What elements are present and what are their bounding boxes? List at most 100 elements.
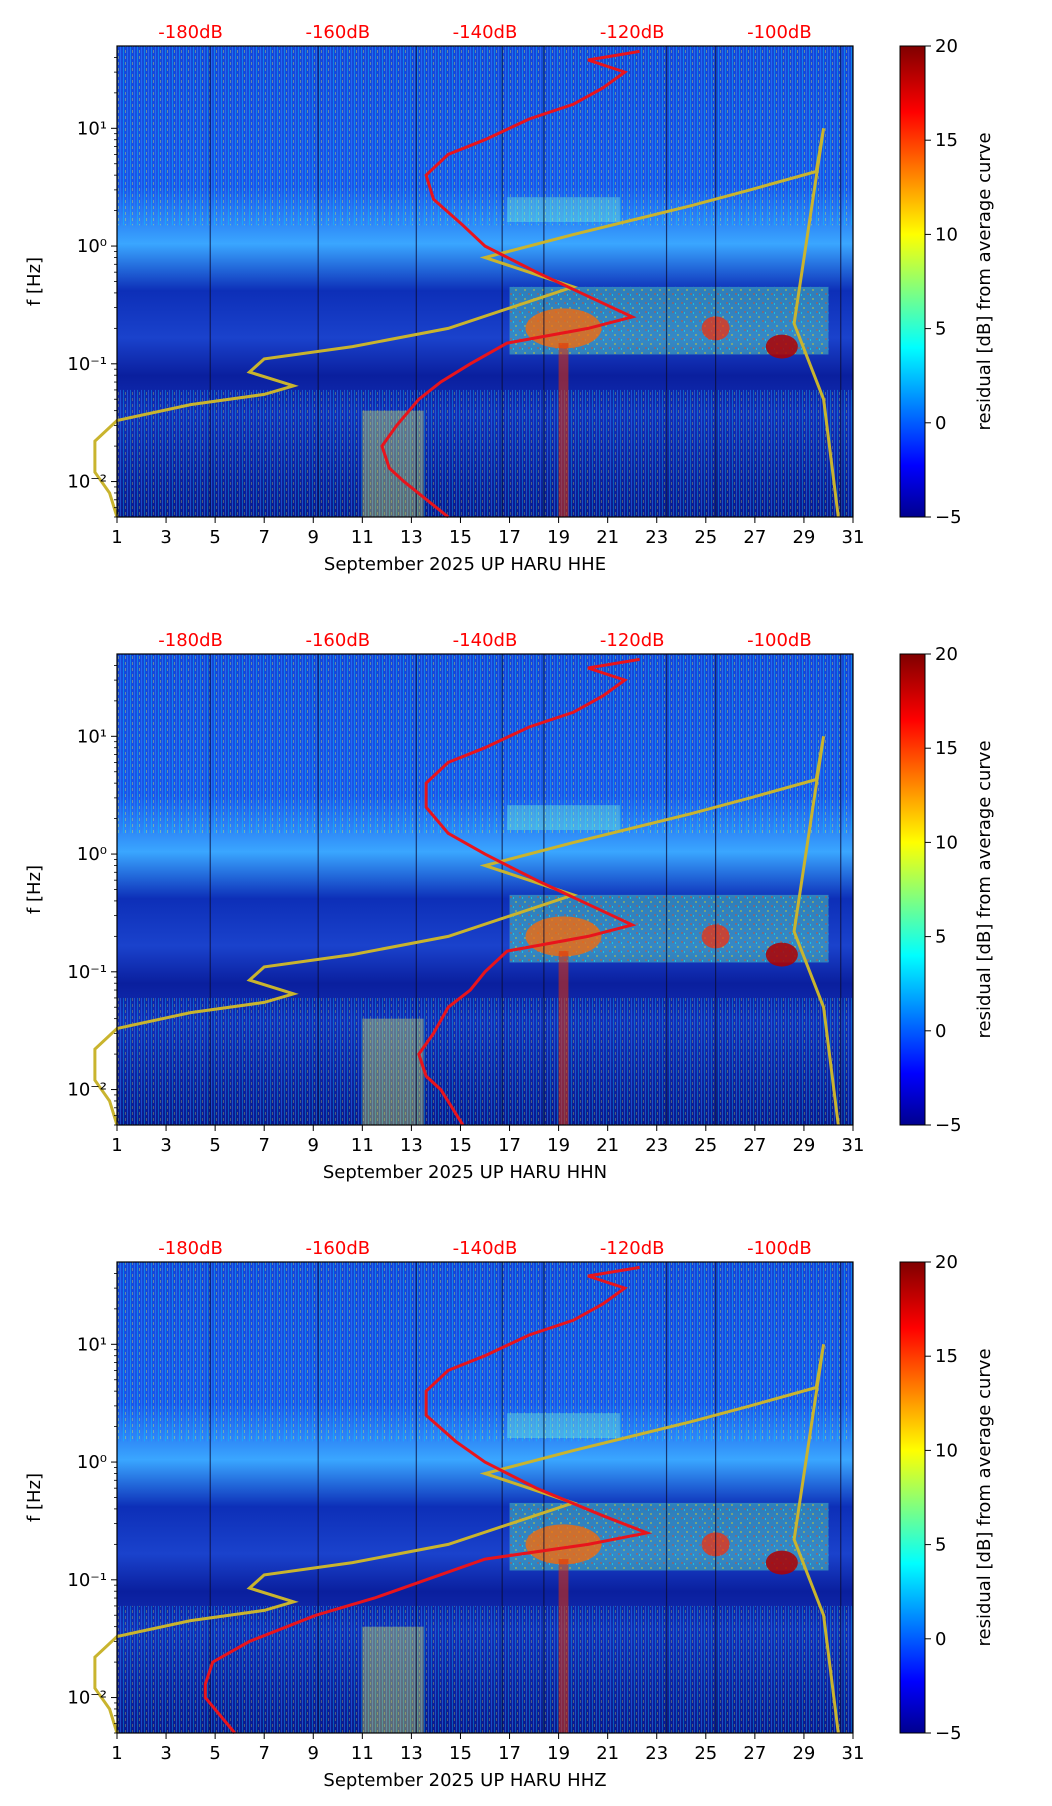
noise-model-curve <box>93 736 840 1126</box>
x-tick-label: 15 <box>449 1135 472 1156</box>
db-scale-label: -160dB <box>305 22 370 43</box>
average-psd-curve <box>417 657 640 1126</box>
storm-hotspot <box>765 1550 798 1575</box>
colorbar-tick-label: 15 <box>935 738 958 759</box>
low-frequency-bursts <box>117 389 853 517</box>
x-tick-label: 7 <box>258 1743 269 1764</box>
low-frequency-bursts <box>117 1605 853 1733</box>
colorbar-tick-label: 5 <box>935 319 946 340</box>
x-tick-label: 3 <box>160 1743 171 1764</box>
x-tick-label: 5 <box>209 1135 220 1156</box>
x-tick-label: 25 <box>694 1743 717 1764</box>
colorbar: 20 15 10 5 0 −5 residual [dB] from average cur… <box>899 1252 995 1744</box>
x-tick-label: 31 <box>842 1135 865 1156</box>
x-tick-label: 13 <box>400 527 423 548</box>
colorbar-tick-label: 20 <box>935 36 958 57</box>
y-tick-label: 10⁻¹ <box>67 962 107 983</box>
colorbar-tick-label: −5 <box>935 1115 962 1136</box>
db-scale-label: -100dB <box>747 630 812 651</box>
x-tick-label: 27 <box>743 527 766 548</box>
quake-stripe <box>558 343 569 517</box>
noise-model-curve <box>93 1344 840 1734</box>
quake-band <box>362 410 424 517</box>
colorbar-label: residual [dB] from average curve <box>974 1348 995 1646</box>
x-axis-label: September 2025 UP HARU HHN <box>323 1162 607 1183</box>
x-tick-label: 5 <box>209 1743 220 1764</box>
average-psd-curve <box>380 49 640 519</box>
colorbar-gradient <box>899 653 926 1126</box>
x-tick-label: 21 <box>596 1743 619 1764</box>
colorbar-tick-label: 5 <box>935 1535 946 1556</box>
colorbar-tick-label: −5 <box>935 507 962 528</box>
high-frequency-noise <box>117 46 853 226</box>
x-tick-label: 21 <box>596 1135 619 1156</box>
db-scale-label: -160dB <box>305 630 370 651</box>
db-scale-label: -100dB <box>747 1238 812 1259</box>
noise-band <box>507 805 620 831</box>
colorbar-tick-label: 20 <box>935 1252 958 1273</box>
x-tick-label: 29 <box>792 527 815 548</box>
x-tick-label: 29 <box>792 1743 815 1764</box>
colorbar: 20 15 10 5 0 −5 residual [dB] from average cur… <box>899 36 995 528</box>
x-tick-label: 1 <box>111 527 122 548</box>
x-tick-label: 7 <box>258 527 269 548</box>
quake-stripe <box>558 951 569 1125</box>
y-axis-label: f [Hz] <box>24 257 45 306</box>
y-axis-label: f [Hz] <box>24 1473 45 1522</box>
db-scale-label: -120dB <box>600 22 665 43</box>
colorbar-tick-label: 5 <box>935 927 946 948</box>
x-tick-label: 31 <box>842 527 865 548</box>
x-axis-label: September 2025 UP HARU HHE <box>324 554 606 575</box>
colorbar-tick-label: 15 <box>935 1346 958 1367</box>
y-tick-label: 10¹ <box>77 1334 107 1355</box>
y-tick-label: 10¹ <box>77 726 107 747</box>
colorbar-tick-label: 10 <box>935 832 958 853</box>
db-scale-label: -100dB <box>747 22 812 43</box>
x-tick-label: 19 <box>547 1135 570 1156</box>
colorbar-tick-label: −5 <box>935 1723 962 1744</box>
x-tick-label: 11 <box>351 527 374 548</box>
x-tick-label: 9 <box>308 527 319 548</box>
x-tick-label: 13 <box>400 1743 423 1764</box>
x-tick-label: 27 <box>743 1135 766 1156</box>
db-scale-label: -140dB <box>453 22 518 43</box>
average-psd-curve <box>203 1265 653 1734</box>
y-tick-label: 10⁻² <box>67 472 107 493</box>
x-tick-label: 21 <box>596 527 619 548</box>
colorbar-label: residual [dB] from average curve <box>974 132 995 430</box>
y-tick-label: 10⁻² <box>67 1688 107 1709</box>
storm-hotspot <box>765 942 798 967</box>
high-frequency-noise <box>117 1262 853 1442</box>
x-tick-label: 15 <box>449 1743 472 1764</box>
db-scale-label: -160dB <box>305 1238 370 1259</box>
x-tick-label: 23 <box>645 1135 668 1156</box>
colorbar-tick-label: 20 <box>935 644 958 665</box>
db-scale-label: -120dB <box>600 630 665 651</box>
y-axis-label: f [Hz] <box>24 865 45 914</box>
x-tick-label: 17 <box>498 1743 521 1764</box>
db-scale-label: -120dB <box>600 1238 665 1259</box>
x-tick-label: 25 <box>694 1135 717 1156</box>
x-tick-label: 31 <box>842 1743 865 1764</box>
colorbar-tick-label: 0 <box>935 1629 946 1650</box>
y-tick-label: 10⁰ <box>77 844 107 865</box>
x-tick-label: 17 <box>498 527 521 548</box>
colorbar: 20 15 10 5 0 −5 residual [dB] from average cur… <box>899 644 995 1136</box>
db-scale-label: -140dB <box>453 630 518 651</box>
x-tick-label: 19 <box>547 1743 570 1764</box>
x-tick-label: 27 <box>743 1743 766 1764</box>
noise-band <box>507 1413 620 1439</box>
x-tick-label: 3 <box>160 1135 171 1156</box>
y-tick-label: 10⁻¹ <box>67 1570 107 1591</box>
x-tick-label: 7 <box>258 1135 269 1156</box>
x-tick-label: 23 <box>645 1743 668 1764</box>
colorbar-tick-label: 10 <box>935 224 958 245</box>
x-tick-label: 3 <box>160 527 171 548</box>
x-axis-label: September 2025 UP HARU HHZ <box>323 1770 606 1791</box>
quake-band <box>362 1626 424 1733</box>
y-tick-label: 10⁻² <box>67 1080 107 1101</box>
x-tick-label: 11 <box>351 1743 374 1764</box>
